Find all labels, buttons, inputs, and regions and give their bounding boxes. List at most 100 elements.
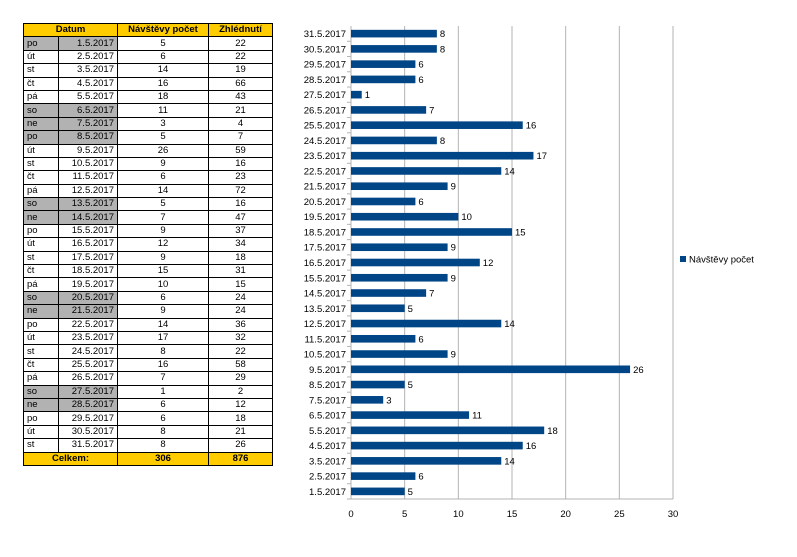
y-tick-label: 8.5.2017 <box>309 380 346 391</box>
bar <box>351 90 362 99</box>
day-cell: čt <box>23 76 59 91</box>
data-label: 16 <box>526 441 537 452</box>
bar <box>351 106 427 114</box>
data-label: 7 <box>429 105 434 116</box>
x-tick-label: 15 <box>507 509 518 520</box>
data-label: 15 <box>515 227 526 238</box>
x-tick-label: 30 <box>668 509 679 520</box>
date-cell: 20.5.2017 <box>58 290 118 306</box>
y-tick-label: 15.5.2017 <box>304 273 346 284</box>
bar <box>351 151 534 160</box>
bar <box>351 411 470 419</box>
bar <box>351 75 416 84</box>
date-cell: 4.5.2017 <box>58 76 118 91</box>
table-row: st 3.5.2017 14 19 <box>23 63 273 78</box>
bar <box>351 396 384 404</box>
x-tick-label: 0 <box>348 509 353 520</box>
bar <box>351 121 523 129</box>
day-cell: ne <box>23 210 59 225</box>
bar <box>351 167 502 175</box>
total-visits: 306 <box>117 451 209 466</box>
data-label: 6 <box>418 75 423 86</box>
total-label: Celkem: <box>23 451 118 466</box>
table-row: čt 4.5.2017 16 66 <box>23 76 273 91</box>
y-tick-label: 31.5.2017 <box>304 29 346 40</box>
table-row: po 1.5.2017 5 22 <box>23 36 273 51</box>
bar <box>351 182 448 191</box>
bar <box>351 365 631 374</box>
bar <box>351 350 448 358</box>
date-cell: 1.5.2017 <box>58 36 118 51</box>
data-table: Datum Návštěvy počet Zhlédnutí po 1.5.201… <box>23 22 273 466</box>
table-row: pá 19.5.2017 10 15 <box>23 277 273 292</box>
y-tick-label: 20.5.2017 <box>304 197 346 208</box>
table-row: so 6.5.2017 11 21 <box>23 103 273 118</box>
y-tick-label: 13.5.2017 <box>304 304 346 315</box>
data-label: 14 <box>504 456 515 467</box>
data-label: 6 <box>418 60 423 71</box>
table-row: ne 21.5.2017 9 24 <box>23 304 273 319</box>
data-label: 26 <box>633 365 644 376</box>
x-tick-label: 20 <box>560 509 571 520</box>
data-label: 3 <box>386 395 391 406</box>
y-tick-label: 17.5.2017 <box>304 243 346 254</box>
data-label: 9 <box>451 182 456 193</box>
bar <box>351 212 459 221</box>
header-visits: Návštěvy počet <box>117 22 209 38</box>
y-tick-label: 1.5.2017 <box>309 487 346 498</box>
views-cell: 43 <box>208 89 273 105</box>
y-tick-label: 9.5.2017 <box>309 365 346 376</box>
bar <box>351 319 502 328</box>
y-tick-label: 11.5.2017 <box>304 334 346 345</box>
data-label: 16 <box>526 121 537 132</box>
date-cell: 8.5.2017 <box>58 130 118 145</box>
date-cell: 3.5.2017 <box>58 63 118 78</box>
data-label: 8 <box>440 44 445 55</box>
y-tick-label: 4.5.2017 <box>309 441 346 452</box>
views-cell: 21 <box>208 103 273 118</box>
data-label: 6 <box>418 472 423 483</box>
y-tick-label: 18.5.2017 <box>304 227 346 238</box>
header-datum: Datum <box>23 22 118 38</box>
table-row: po 22.5.2017 14 36 <box>23 317 273 332</box>
date-cell: 14.5.2017 <box>58 210 118 225</box>
y-tick-label: 2.5.2017 <box>309 472 346 483</box>
data-label: 17 <box>536 151 547 162</box>
total-views: 876 <box>208 451 273 466</box>
table-row: so 27.5.2017 1 2 <box>23 384 273 399</box>
x-tick-label: 10 <box>453 509 464 520</box>
bar <box>351 426 545 435</box>
y-tick-label: 26.5.2017 <box>304 105 346 116</box>
bar <box>351 457 502 465</box>
y-tick-label: 25.5.2017 <box>304 121 346 132</box>
data-label: 14 <box>504 319 515 330</box>
y-tick-label: 23.5.2017 <box>304 151 346 162</box>
data-label: 12 <box>483 258 494 269</box>
total-row: Celkem: 306 876 <box>23 451 273 466</box>
bar <box>351 289 427 297</box>
data-label: 11 <box>472 411 482 422</box>
data-label: 5 <box>408 380 413 391</box>
y-tick-label: 30.5.2017 <box>304 44 346 55</box>
table-row: ne 14.5.2017 7 47 <box>23 210 273 225</box>
legend-label: Návštěvy počet <box>689 255 754 266</box>
bar <box>351 334 416 343</box>
bar <box>351 60 416 68</box>
bar <box>351 380 405 389</box>
date-cell: 6.5.2017 <box>58 103 118 118</box>
legend-swatch <box>680 256 686 262</box>
bar <box>351 197 416 206</box>
day-cell: po <box>23 130 59 145</box>
y-tick-label: 22.5.2017 <box>304 166 346 177</box>
y-tick-label: 27.5.2017 <box>304 90 346 101</box>
bar <box>351 228 512 236</box>
data-label: 1 <box>365 90 370 101</box>
table-row: pá 5.5.2017 18 43 <box>23 89 273 105</box>
table-row: st 17.5.2017 9 18 <box>23 250 273 266</box>
bar <box>351 136 437 145</box>
data-label: 5 <box>408 487 413 498</box>
y-tick-label: 14.5.2017 <box>304 289 346 300</box>
bar <box>351 487 405 496</box>
visits-cell: 18 <box>117 89 209 105</box>
